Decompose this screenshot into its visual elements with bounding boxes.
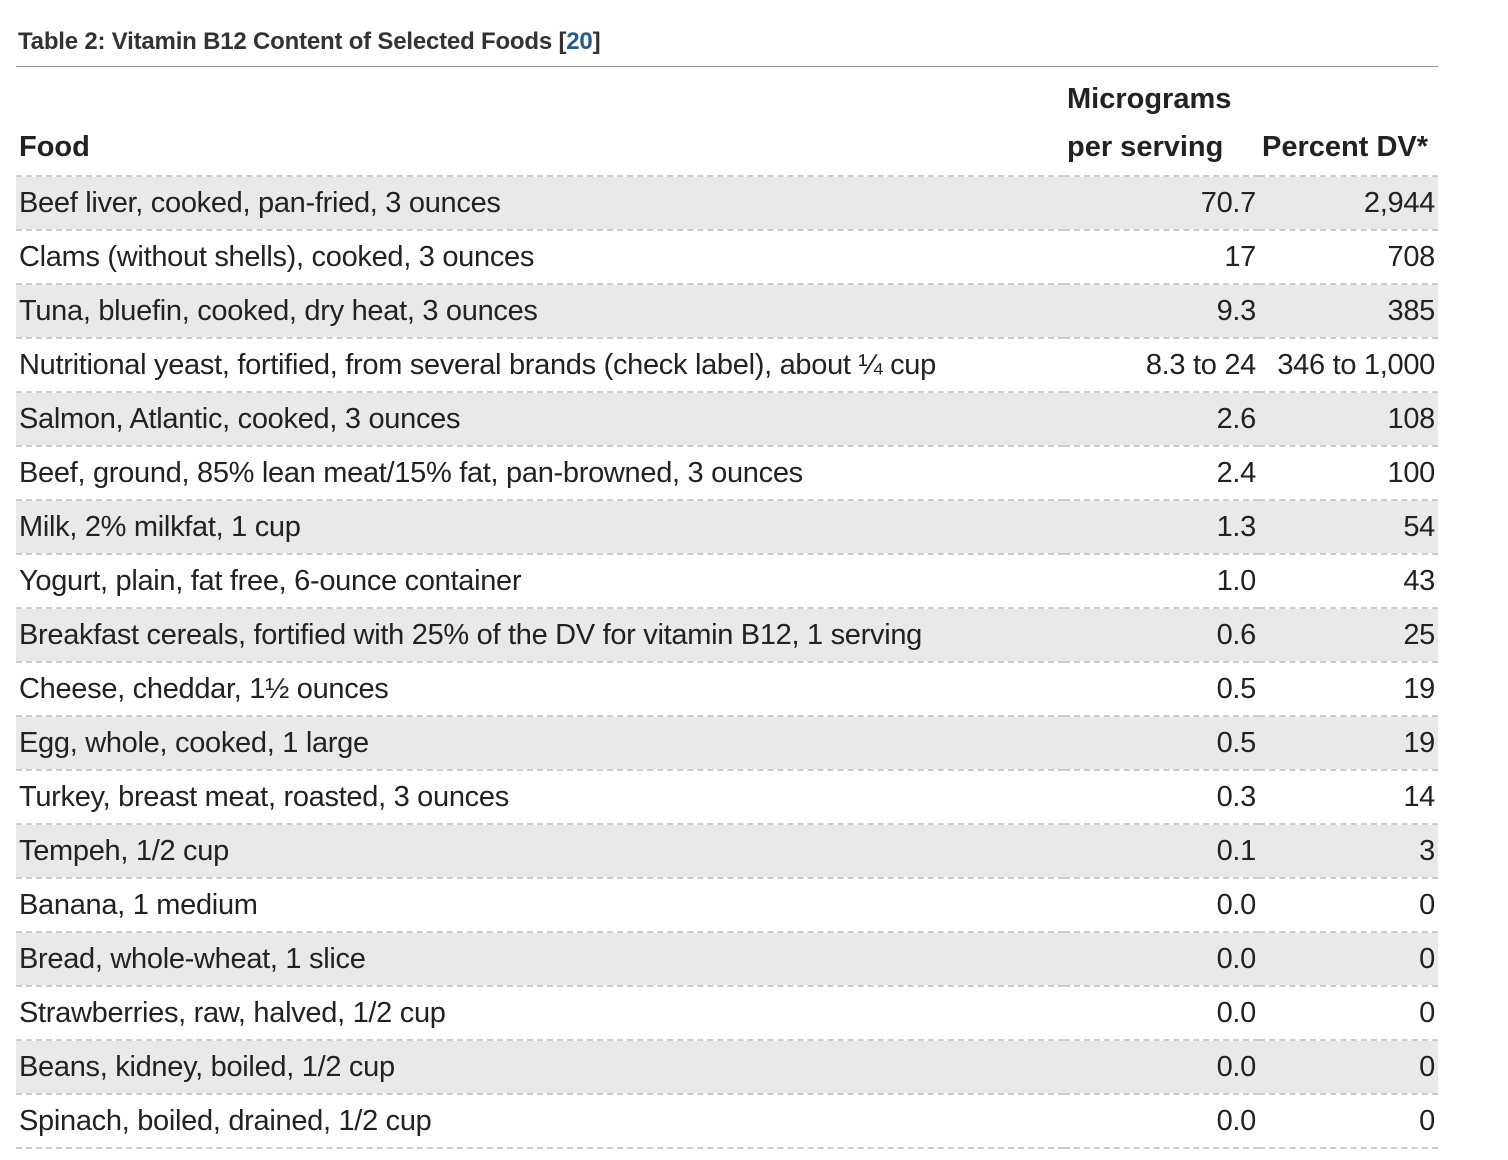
value-cell: 0.0 — [1064, 1094, 1259, 1149]
value-cell: 19 — [1259, 662, 1438, 717]
value-cell: 385 — [1259, 284, 1438, 339]
value-cell: 0.1 — [1064, 824, 1259, 879]
value-cell: 108 — [1259, 392, 1438, 447]
table-row: Turkey, breast meat, roasted, 3 ounces 0.… — [16, 770, 1438, 825]
table-row: Salmon, Atlantic, cooked, 3 ounces 2.6 108 — [16, 392, 1438, 447]
table-row: Yogurt, plain, fat free, 6-ounce contain… — [16, 554, 1438, 609]
value-cell: 0 — [1259, 878, 1438, 933]
food-cell: Tempeh, 1/2 cup — [16, 824, 1064, 879]
column-header: Percent DV* — [1259, 75, 1438, 177]
data-table: Food Micrograms per serving Percent DV* Be… — [16, 75, 1438, 1149]
food-cell: Spinach, boiled, drained, 1/2 cup — [16, 1094, 1064, 1149]
food-cell: Banana, 1 medium — [16, 878, 1064, 933]
value-cell: 0.3 — [1064, 770, 1259, 825]
food-cell: Turkey, breast meat, roasted, 3 ounces — [16, 770, 1064, 825]
caption-text: Table 2: Vitamin B12 Content of Selected… — [18, 28, 552, 55]
table-row: Tempeh, 1/2 cup 0.1 3 — [16, 824, 1438, 879]
value-cell: 0.6 — [1064, 608, 1259, 663]
value-cell: 1.3 — [1064, 500, 1259, 555]
value-cell: 0 — [1259, 1094, 1438, 1149]
table-caption: Table 2: Vitamin B12 Content of Selected… — [16, 28, 1438, 67]
table-row: Beans, kidney, boiled, 1/2 cup 0.0 0 — [16, 1040, 1438, 1095]
table-container: Table 2: Vitamin B12 Content of Selected… — [16, 28, 1438, 1149]
value-cell: 708 — [1259, 230, 1438, 285]
reference-link[interactable]: 20 — [566, 28, 593, 55]
food-cell: Bread, whole-wheat, 1 slice — [16, 932, 1064, 987]
value-cell: 0.5 — [1064, 662, 1259, 717]
value-cell: 0.5 — [1064, 716, 1259, 771]
value-cell: 14 — [1259, 770, 1438, 825]
value-cell: 0 — [1259, 1040, 1438, 1095]
ref-bracket: ] — [592, 28, 601, 55]
ref-bracket: [ — [558, 28, 567, 55]
value-cell: 25 — [1259, 608, 1438, 663]
column-header: Food — [16, 75, 1064, 177]
value-cell: 0.0 — [1064, 1040, 1259, 1095]
table-row: Egg, whole, cooked, 1 large 0.5 19 — [16, 716, 1438, 771]
value-cell: 0.0 — [1064, 932, 1259, 987]
value-cell: 70.7 — [1064, 176, 1259, 231]
food-cell: Clams (without shells), cooked, 3 ounces — [16, 230, 1064, 285]
value-cell: 0.0 — [1064, 878, 1259, 933]
value-cell: 2.6 — [1064, 392, 1259, 447]
food-cell: Milk, 2% milkfat, 1 cup — [16, 500, 1064, 555]
table-row: Beef, ground, 85% lean meat/15% fat, pan… — [16, 446, 1438, 501]
table-row: Breakfast cereals, fortified with 25% of… — [16, 608, 1438, 663]
value-cell: 43 — [1259, 554, 1438, 609]
value-cell: 1.0 — [1064, 554, 1259, 609]
value-cell: 3 — [1259, 824, 1438, 879]
value-cell: 0 — [1259, 986, 1438, 1041]
table-row: Banana, 1 medium 0.0 0 — [16, 878, 1438, 933]
value-cell: 0.0 — [1064, 986, 1259, 1041]
food-cell: Strawberries, raw, halved, 1/2 cup — [16, 986, 1064, 1041]
table-row: Strawberries, raw, halved, 1/2 cup 0.0 0 — [16, 986, 1438, 1041]
food-cell: Cheese, cheddar, 1½ ounces — [16, 662, 1064, 717]
table-row: Clams (without shells), cooked, 3 ounces… — [16, 230, 1438, 285]
food-cell: Beef, ground, 85% lean meat/15% fat, pan… — [16, 446, 1064, 501]
food-cell: Beef liver, cooked, pan-fried, 3 ounces — [16, 176, 1064, 231]
value-cell: 54 — [1259, 500, 1438, 555]
food-cell: Salmon, Atlantic, cooked, 3 ounces — [16, 392, 1064, 447]
table-row: Tuna, bluefin, cooked, dry heat, 3 ounce… — [16, 284, 1438, 339]
value-cell: 2,944 — [1259, 176, 1438, 231]
value-cell: 8.3 to 24 — [1064, 338, 1259, 393]
value-cell: 2.4 — [1064, 446, 1259, 501]
value-cell: 17 — [1064, 230, 1259, 285]
food-cell: Tuna, bluefin, cooked, dry heat, 3 ounce… — [16, 284, 1064, 339]
table-row: Milk, 2% milkfat, 1 cup 1.3 54 — [16, 500, 1438, 555]
food-cell: Beans, kidney, boiled, 1/2 cup — [16, 1040, 1064, 1095]
value-cell: 9.3 — [1064, 284, 1259, 339]
value-cell: 0 — [1259, 932, 1438, 987]
header-row: Food Micrograms per serving Percent DV* — [16, 75, 1438, 177]
food-cell: Egg, whole, cooked, 1 large — [16, 716, 1064, 771]
food-cell: Yogurt, plain, fat free, 6-ounce contain… — [16, 554, 1064, 609]
value-cell: 100 — [1259, 446, 1438, 501]
table-row: Nutritional yeast, fortified, from sever… — [16, 338, 1438, 393]
value-cell: 346 to 1,000 — [1259, 338, 1438, 393]
table-row: Bread, whole-wheat, 1 slice 0.0 0 — [16, 932, 1438, 987]
table-row: Beef liver, cooked, pan-fried, 3 ounces 7… — [16, 176, 1438, 231]
column-header: Micrograms per serving — [1064, 75, 1259, 177]
food-cell: Nutritional yeast, fortified, from sever… — [16, 338, 1064, 393]
value-cell: 19 — [1259, 716, 1438, 771]
food-cell: Breakfast cereals, fortified with 25% of… — [16, 608, 1064, 663]
table-row: Cheese, cheddar, 1½ ounces 0.5 19 — [16, 662, 1438, 717]
table-row: Spinach, boiled, drained, 1/2 cup 0.0 0 — [16, 1094, 1438, 1149]
